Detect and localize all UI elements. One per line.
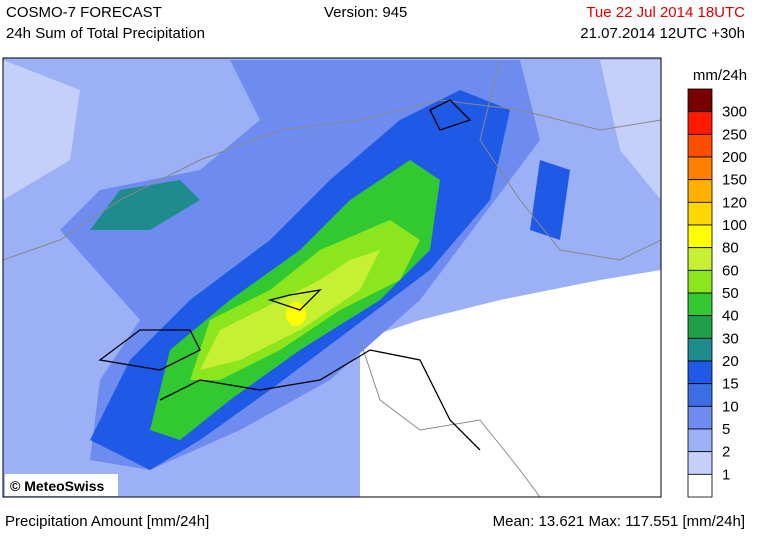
legend-label: 250 — [722, 126, 747, 143]
legend-swatch — [687, 405, 713, 430]
legend-swatch — [687, 269, 713, 294]
legend-label: 2 — [722, 444, 730, 461]
legend-swatch — [687, 88, 713, 113]
legend-label: 200 — [722, 149, 747, 166]
legend-swatch — [687, 451, 713, 475]
legend-label: 120 — [722, 194, 747, 211]
legend-swatch — [687, 179, 713, 203]
legend-label: 60 — [722, 262, 739, 279]
title: COSMO-7 FORECAST — [6, 4, 162, 21]
valid-time: Tue 22 Jul 2014 18UTC — [586, 4, 745, 21]
legend-swatch — [687, 156, 713, 181]
legend-swatch — [687, 133, 713, 158]
legend-swatch — [687, 383, 713, 407]
legend-label: 1 — [722, 466, 730, 483]
run-time: 21.07.2014 12UTC +30h — [580, 25, 745, 42]
subtitle: 24h Sum of Total Precipitation — [6, 25, 205, 42]
legend-label: 100 — [722, 217, 747, 234]
legend-swatch — [687, 337, 713, 362]
legend-swatch — [687, 292, 713, 317]
legend-label: 5 — [722, 421, 730, 438]
legend-label: 10 — [722, 398, 739, 415]
legend-label: 300 — [722, 104, 747, 121]
legend-swatch — [687, 428, 713, 453]
credit: © MeteoSwiss — [10, 478, 105, 494]
version: Version: 945 — [324, 4, 407, 21]
legend-swatch — [687, 247, 713, 271]
legend-swatch — [687, 360, 713, 385]
map: © MeteoSwiss — [2, 57, 662, 498]
legend-label: 150 — [722, 172, 747, 189]
legend-swatch — [687, 473, 713, 498]
legend-label: 30 — [722, 330, 739, 347]
footer-right: Mean: 13.621 Max: 117.551 [mm/24h] — [493, 513, 745, 530]
legend-label: 80 — [722, 240, 739, 257]
legend-label: 15 — [722, 376, 739, 393]
legend-swatch — [687, 201, 713, 226]
legend: 300 250 200 150 120 100 80 60 50 40 30 20 15 10 5 2 1 — [687, 88, 747, 498]
legend-unit: mm/24h — [693, 67, 747, 84]
legend-swatch — [687, 111, 713, 135]
legend-label: 20 — [722, 353, 739, 370]
legend-swatch — [687, 224, 713, 249]
legend-label: 50 — [722, 285, 739, 302]
legend-label: 40 — [722, 308, 739, 325]
legend-swatch — [687, 315, 713, 339]
footer-left: Precipitation Amount [mm/24h] — [5, 513, 209, 530]
